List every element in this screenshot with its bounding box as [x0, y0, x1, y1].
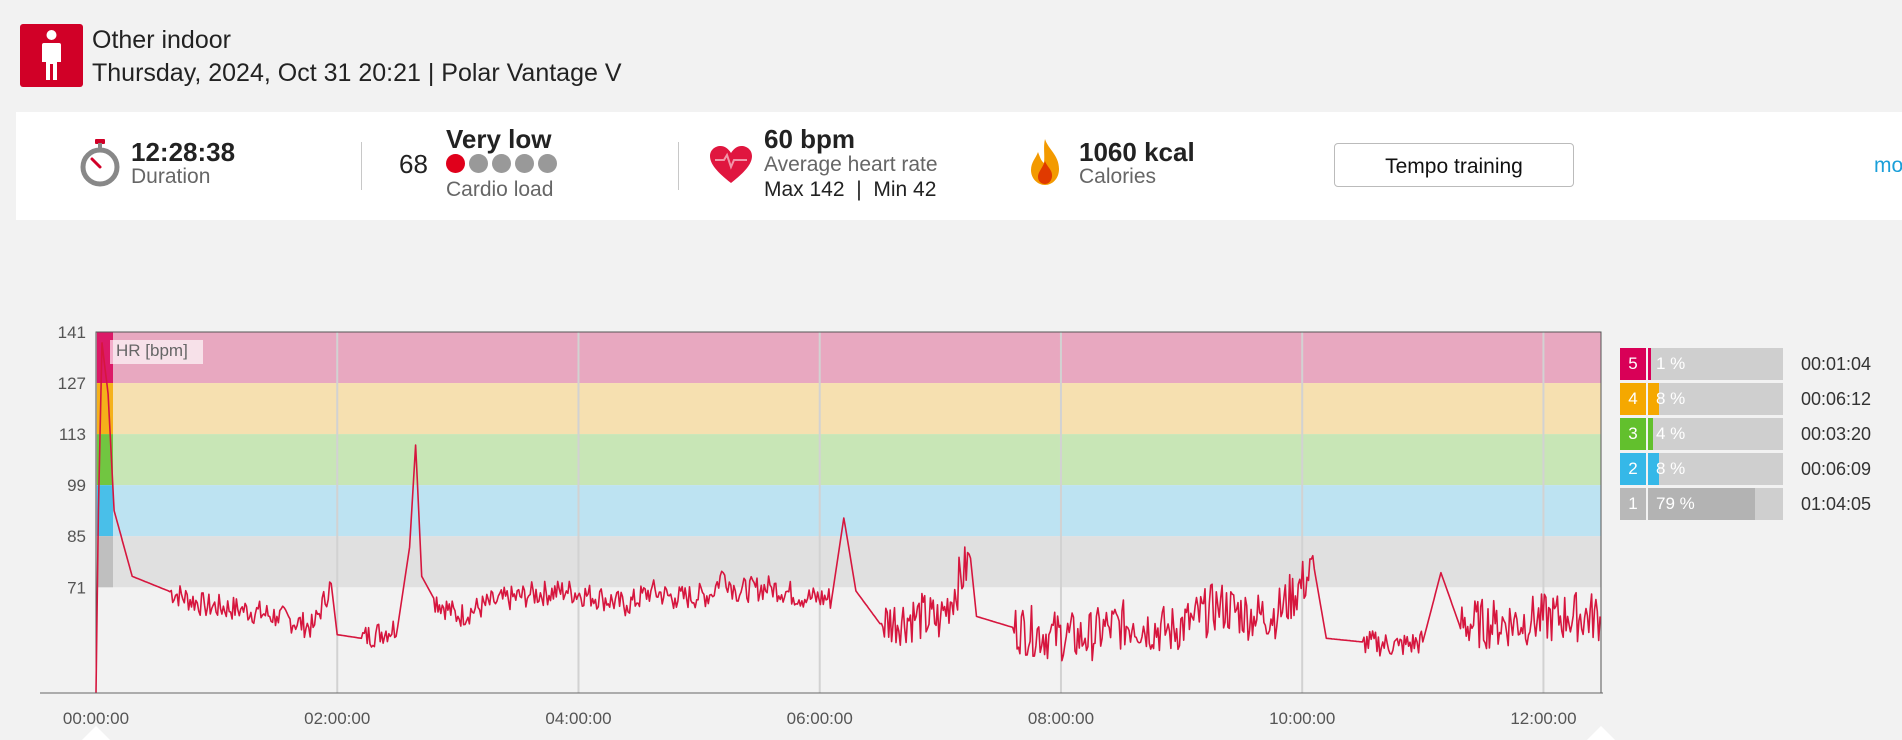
y-tick-label: 71 [67, 578, 86, 597]
range-handle-right[interactable] [1587, 726, 1615, 740]
zone-number: 2 [1620, 453, 1646, 485]
x-tick-label: 12:00:00 [1510, 709, 1576, 728]
avg-hr-value: 60 bpm [764, 124, 855, 155]
heart-icon [709, 145, 753, 190]
person-standing-icon [20, 24, 83, 87]
zone-band-3 [96, 434, 1601, 485]
zone-start-marker-1 [97, 536, 113, 587]
session-subtitle: Thursday, 2024, Oct 31 20:21 | Polar Van… [92, 59, 622, 88]
range-handle-left[interactable] [82, 726, 110, 740]
y-tick-label: 99 [67, 476, 86, 495]
load-dot [538, 154, 557, 173]
zone-row-1: 1 79 % 01:04:05 [1620, 488, 1783, 520]
cardio-load-level: Very low [446, 124, 552, 155]
x-tick-label: 06:00:00 [787, 709, 853, 728]
zone-band-4 [96, 383, 1601, 434]
y-tick-label: 141 [58, 323, 86, 342]
x-tick-label: 10:00:00 [1269, 709, 1335, 728]
load-dot [469, 154, 488, 173]
zone-time: 00:03:20 [1801, 418, 1871, 450]
zone-share-bar: 4 % [1648, 418, 1783, 450]
zone-share-bar: 8 % [1648, 383, 1783, 415]
more-link[interactable]: mo [1874, 154, 1902, 178]
avg-hr-label: Average heart rate [764, 153, 938, 177]
y-tick-label: 85 [67, 527, 86, 546]
zone-share-fill [1648, 418, 1653, 450]
calories-label: Calories [1079, 165, 1156, 189]
heart-rate-chart: HR [bpm] 141 127 113 99 85 71 00:00:00 02:00:0… [0, 320, 1902, 740]
cardio-load-value: 68 [399, 149, 428, 180]
legend-label: HR [bpm] [116, 341, 188, 360]
flame-icon [1028, 137, 1062, 192]
hr-max-min: Max 142 | Min 42 [764, 178, 936, 202]
x-tick-label: 04:00:00 [545, 709, 611, 728]
zone-share-bar: 1 % [1648, 348, 1783, 380]
training-benefit-button[interactable]: Tempo training [1334, 143, 1574, 187]
x-tick-label: 02:00:00 [304, 709, 370, 728]
zone-percent: 1 % [1656, 348, 1685, 380]
calories-value: 1060 kcal [1079, 137, 1195, 168]
zone-band-5 [96, 332, 1601, 383]
y-tick-label: 113 [59, 425, 86, 444]
stopwatch-icon [78, 138, 122, 193]
hr-max: Max 142 [764, 178, 845, 201]
zone-number: 3 [1620, 418, 1646, 450]
hr-min: Min 42 [873, 178, 936, 201]
summary-bar: 12:28:38 Duration 68 Very low Cardio loa… [16, 112, 1902, 220]
hr-separator: | [856, 178, 861, 201]
zone-start-marker-4 [97, 383, 113, 434]
zone-share-fill [1648, 348, 1651, 380]
zone-time: 00:01:04 [1801, 348, 1871, 380]
x-tick-label: 00:00:00 [63, 709, 129, 728]
load-dot [515, 154, 534, 173]
duration-label: Duration [131, 165, 210, 189]
divider [361, 142, 362, 190]
zone-number: 4 [1620, 383, 1646, 415]
zone-percent: 79 % [1656, 488, 1695, 520]
zone-time: 00:06:09 [1801, 453, 1871, 485]
y-tick-label: 127 [58, 374, 86, 393]
cardio-load-dots [446, 154, 561, 178]
cardio-load-label: Cardio load [446, 178, 553, 202]
zone-time: 01:04:05 [1801, 488, 1871, 520]
zone-number: 5 [1620, 348, 1646, 380]
zone-percent: 8 % [1656, 383, 1685, 415]
x-tick-label: 08:00:00 [1028, 709, 1094, 728]
load-dot [492, 154, 511, 173]
load-dot-active [446, 154, 465, 173]
zone-percent: 8 % [1656, 453, 1685, 485]
sport-name: Other indoor [92, 26, 231, 55]
zone-share-bar: 79 % [1648, 488, 1783, 520]
zone-share-bar: 8 % [1648, 453, 1783, 485]
divider [678, 142, 679, 190]
duration-value: 12:28:38 [131, 137, 235, 168]
zone-band-2 [96, 485, 1601, 536]
zone-percent: 4 % [1656, 418, 1685, 450]
zone-number: 1 [1620, 488, 1646, 520]
zone-time: 00:06:12 [1801, 383, 1871, 415]
